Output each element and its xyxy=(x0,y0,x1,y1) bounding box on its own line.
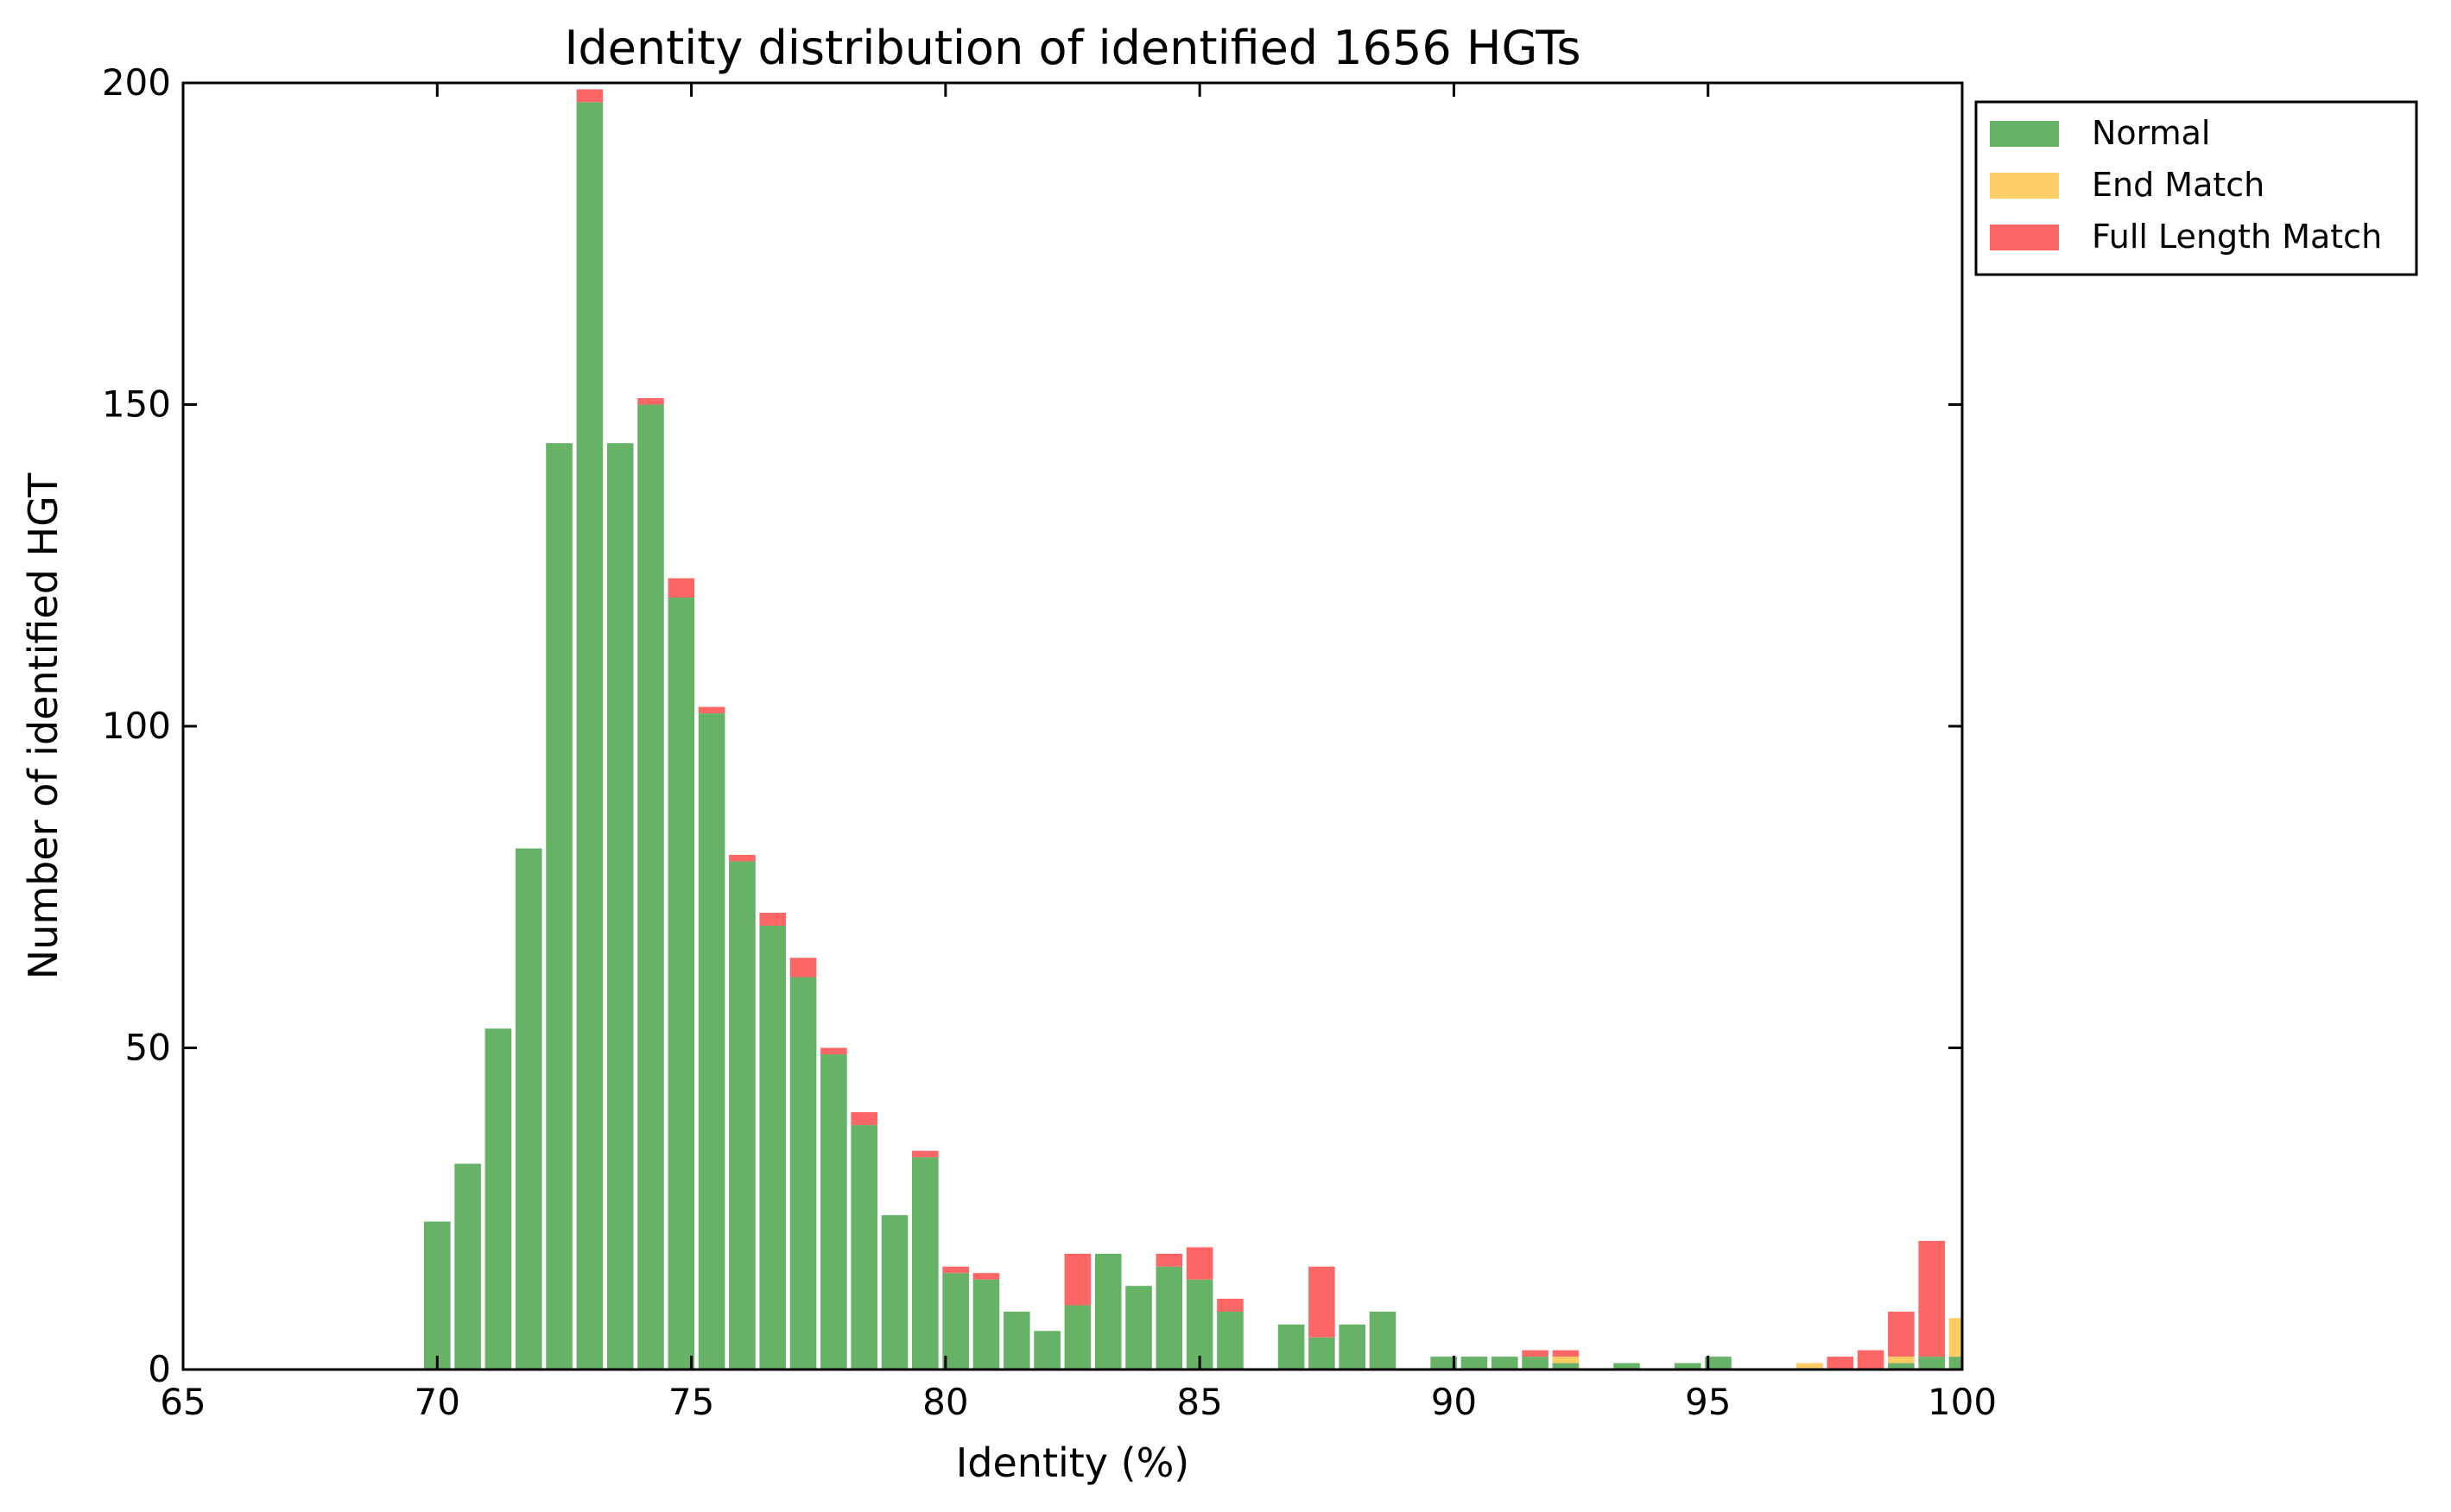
bar-normal xyxy=(515,848,542,1370)
bar-normal xyxy=(1918,1357,1945,1370)
bar-normal xyxy=(546,443,573,1370)
bar-normal xyxy=(484,1028,512,1370)
bar-full-length-match xyxy=(1308,1266,1335,1338)
bar-normal xyxy=(729,861,756,1370)
bar-full-length-match xyxy=(912,1150,939,1158)
bar-full-length-match xyxy=(1918,1241,1945,1357)
bar-end-match xyxy=(1948,1318,1962,1357)
legend-label: End Match xyxy=(2092,166,2264,204)
bars-layer xyxy=(423,89,1962,1370)
bar-normal xyxy=(1034,1331,1061,1370)
x-tick-label: 90 xyxy=(1431,1381,1477,1423)
x-tick-label: 100 xyxy=(1928,1381,1997,1423)
y-axis-ticks: 0 50 100 150 200 xyxy=(102,61,1962,1390)
bar-full-length-match xyxy=(668,578,695,598)
bar-normal xyxy=(1460,1357,1488,1370)
legend-label: Normal xyxy=(2092,114,2211,152)
y-tick-label: 50 xyxy=(125,1027,171,1069)
x-tick-label: 75 xyxy=(668,1381,714,1423)
bar-normal xyxy=(1948,1357,1962,1370)
bar-normal xyxy=(1125,1286,1152,1370)
bar-normal xyxy=(1369,1311,1396,1370)
bar-normal xyxy=(1064,1305,1092,1370)
bar-normal xyxy=(1094,1253,1122,1370)
legend-items: Normal End Match Full Length Match xyxy=(1990,114,2382,256)
bar-normal xyxy=(972,1279,1000,1370)
bar-full-length-match xyxy=(1217,1299,1244,1312)
bar-full-length-match xyxy=(698,706,725,714)
bar-full-length-match xyxy=(851,1112,877,1125)
bar-full-length-match xyxy=(759,913,787,926)
bar-normal xyxy=(1491,1357,1518,1370)
bar-end-match xyxy=(1796,1363,1823,1370)
y-tick-label: 150 xyxy=(102,383,171,426)
bar-normal xyxy=(1430,1357,1457,1370)
x-tick-label: 80 xyxy=(922,1381,968,1423)
bar-full-length-match xyxy=(1552,1350,1580,1357)
bar-normal xyxy=(1277,1324,1305,1370)
legend-swatch xyxy=(1990,173,2059,199)
bar-full-length-match xyxy=(1186,1247,1213,1280)
bar-normal xyxy=(606,443,634,1370)
bar-end-match xyxy=(1888,1357,1915,1363)
bar-normal xyxy=(1613,1363,1640,1370)
bar-full-length-match xyxy=(1156,1253,1183,1267)
bar-normal xyxy=(912,1157,939,1370)
bar-normal xyxy=(1339,1324,1366,1370)
bar-normal xyxy=(881,1215,909,1370)
legend-swatch xyxy=(1990,121,2059,147)
bar-normal xyxy=(1217,1311,1244,1370)
bar-normal xyxy=(1308,1337,1335,1370)
legend-swatch xyxy=(1990,225,2059,250)
legend-label: Full Length Match xyxy=(2092,218,2382,256)
chart-title: Identity distribution of identified 1656… xyxy=(564,21,1580,75)
bar-normal xyxy=(1003,1311,1030,1370)
bar-normal xyxy=(1705,1357,1732,1370)
bar-end-match xyxy=(1552,1357,1580,1363)
bar-normal xyxy=(668,598,695,1370)
bar-normal xyxy=(1156,1266,1183,1370)
bar-normal xyxy=(637,404,664,1370)
x-axis-label: Identity (%) xyxy=(956,1439,1190,1486)
bar-normal xyxy=(1522,1357,1548,1370)
bar-normal xyxy=(942,1273,969,1370)
x-tick-label: 85 xyxy=(1176,1381,1222,1423)
legend: Normal End Match Full Length Match xyxy=(1974,100,2418,276)
x-tick-label: 65 xyxy=(160,1381,206,1423)
bar-full-length-match xyxy=(1827,1357,1854,1370)
y-tick-label: 100 xyxy=(102,705,171,747)
bar-normal xyxy=(1552,1363,1580,1370)
bar-normal xyxy=(759,925,787,1370)
bar-full-length-match xyxy=(972,1273,1000,1280)
bar-full-length-match xyxy=(1064,1253,1092,1306)
x-axis-ticks: 65 70 75 80 85 90 95 100 xyxy=(160,83,1997,1423)
bar-full-length-match xyxy=(1522,1350,1548,1357)
y-tick-label: 0 xyxy=(148,1348,171,1390)
bar-normal xyxy=(1674,1363,1701,1370)
y-tick-label: 200 xyxy=(102,61,171,104)
bar-full-length-match xyxy=(729,855,756,862)
y-axis-label: Number of identified HGT xyxy=(20,472,66,979)
bar-full-length-match xyxy=(1888,1311,1915,1357)
bar-normal xyxy=(1186,1279,1213,1370)
bar-full-length-match xyxy=(942,1266,969,1274)
bar-normal xyxy=(789,977,817,1370)
bar-normal xyxy=(576,102,604,1370)
bar-full-length-match xyxy=(576,89,604,103)
x-tick-label: 70 xyxy=(415,1381,460,1423)
x-tick-label: 95 xyxy=(1685,1381,1731,1423)
bar-normal xyxy=(698,713,725,1370)
bar-full-length-match xyxy=(789,958,817,977)
bar-full-length-match xyxy=(820,1047,847,1054)
bar-full-length-match xyxy=(1857,1350,1884,1370)
bar-normal xyxy=(423,1221,451,1370)
bar-normal xyxy=(820,1053,847,1370)
plot-frame xyxy=(181,81,1964,1371)
bar-full-length-match xyxy=(637,398,664,405)
bar-normal xyxy=(1888,1363,1915,1370)
bar-normal xyxy=(454,1163,481,1370)
bar-normal xyxy=(851,1124,877,1370)
